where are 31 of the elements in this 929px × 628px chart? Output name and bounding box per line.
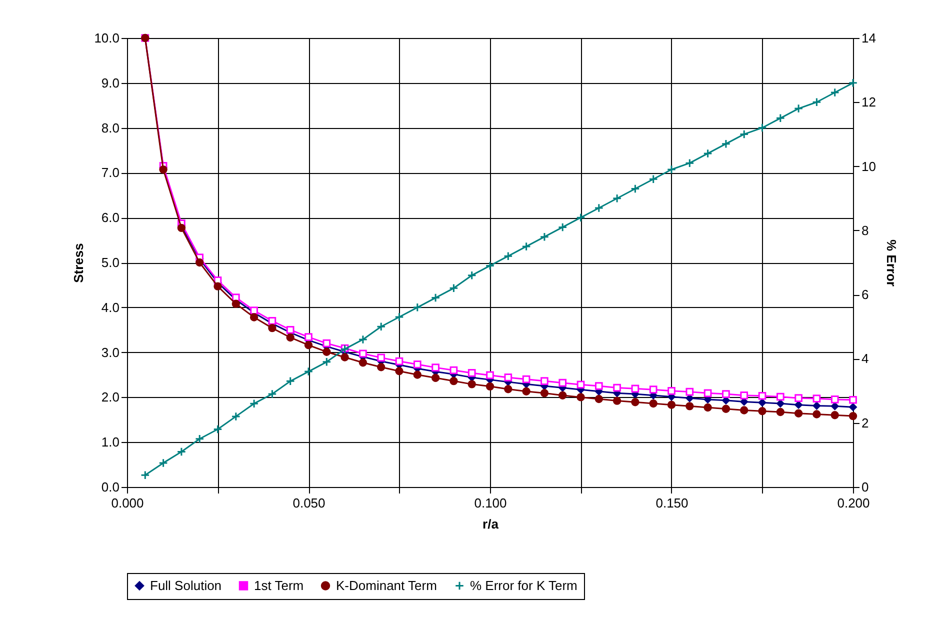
y2-tick-label: 2: [862, 415, 869, 430]
y-tick-label: 5.0: [101, 255, 120, 270]
y-tick-label: 4.0: [101, 300, 120, 315]
x-axis-title: r/a: [482, 516, 500, 532]
y2-tick-label: 6: [862, 287, 869, 302]
legend-label: % Error for K Term: [470, 578, 578, 593]
x-tick-label: 0.000: [111, 496, 144, 510]
y-tick-label: 6.0: [101, 210, 120, 226]
y-axis-title: Stress: [71, 243, 86, 283]
y2-tick-label: 0: [862, 480, 869, 494]
x-tick-label: 0.150: [656, 496, 688, 510]
y2-tick-label: 10: [862, 158, 876, 174]
x-tick-label: 0.050: [292, 496, 326, 510]
y-tick-label: 0.0: [101, 480, 120, 494]
legend-label: K-Dominant Term: [336, 578, 437, 593]
y-tick-label: 2.0: [101, 390, 120, 405]
x-tick-label: 0.200: [837, 496, 870, 510]
y2-tick-label: 8: [862, 222, 869, 238]
x-tick-label: 0.100: [474, 496, 507, 510]
y2-tick-label: 12: [862, 94, 876, 110]
y2-tick-label: 4: [862, 351, 869, 366]
y2-axis-title: % Error: [884, 240, 899, 286]
y2-tick-label: 14: [862, 30, 876, 46]
y-tick-label: 10.0: [94, 30, 120, 46]
legend-label: 1st Term: [254, 578, 304, 593]
y-tick-label: 9.0: [101, 75, 120, 90]
legend-label: Full Solution: [150, 578, 222, 593]
y-tick-label: 3.0: [101, 344, 120, 360]
y-tick-label: 7.0: [101, 165, 120, 180]
y-tick-label: 8.0: [101, 120, 120, 136]
y-tick-label: 1.0: [101, 434, 120, 450]
